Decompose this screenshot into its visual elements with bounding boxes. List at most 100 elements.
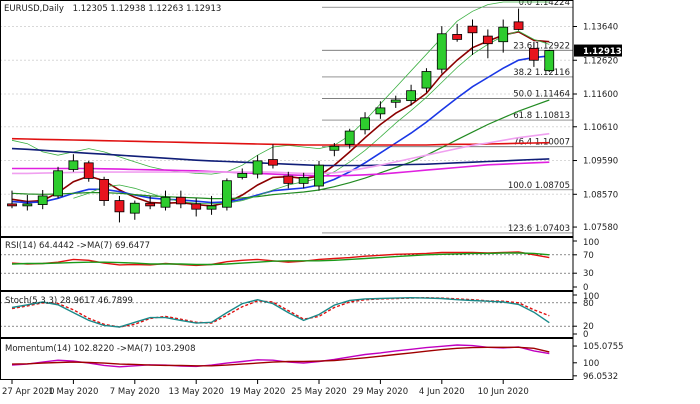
- y-tick-label: 70: [583, 251, 594, 261]
- candle-body: [482, 35, 493, 45]
- candle-body: [390, 99, 401, 103]
- bull-candle: [37, 189, 48, 210]
- last-price-marker: [574, 44, 622, 57]
- candle-body: [129, 202, 140, 214]
- candle-body: [314, 164, 324, 187]
- candle-body: [99, 178, 109, 201]
- y-tick-label: 100: [583, 292, 599, 302]
- candle-body: [529, 47, 539, 61]
- bear-candle: [175, 190, 186, 209]
- y-tick-label: 1.07580: [583, 223, 618, 233]
- fib-level-label: 0.0 1.14224: [519, 0, 570, 8]
- bull-candle: [221, 178, 232, 211]
- bear-candle: [191, 198, 202, 217]
- fib-level-label: 123.6 1.07403: [508, 224, 570, 234]
- y-tick-label: 1.08570: [583, 190, 618, 200]
- x-tick-label: 29 May 2020: [353, 387, 408, 397]
- candle-body: [160, 196, 171, 208]
- y-tick-label: 1.11600: [583, 90, 618, 100]
- rsi-title: RSI(14) 64.4442 ->MA(7) 69.6477: [5, 241, 150, 251]
- candle-body: [145, 202, 156, 207]
- candle-body: [114, 200, 125, 213]
- fib-level-label: 100.0 1.08705: [508, 181, 570, 191]
- moving-average-line: [73, 30, 550, 205]
- moving-average-line: [11, 1, 550, 175]
- fib-level-label: 61.8 1.10813: [513, 111, 570, 121]
- bull-candle: [390, 95, 401, 108]
- bull-candle: [160, 190, 171, 211]
- x-tick-label: 1 May 2020: [48, 387, 98, 397]
- bull-candle: [237, 168, 248, 180]
- bear-candle: [452, 23, 463, 42]
- candle-body: [498, 26, 509, 43]
- candle-body: [206, 205, 217, 210]
- candle-body: [283, 175, 294, 184]
- candle-body: [298, 177, 309, 184]
- pane-frame: [0, 0, 574, 237]
- candle-body: [7, 203, 17, 207]
- candle-body: [436, 33, 447, 70]
- bear-candle: [83, 160, 94, 182]
- candle-body: [53, 170, 63, 197]
- x-tick-label: 4 Jun 2020: [419, 387, 465, 397]
- x-tick-label: 19 May 2020: [230, 387, 285, 397]
- indicator-line: [11, 296, 550, 328]
- bear-candle: [513, 8, 524, 31]
- fib-level-label: 50.0 1.11464: [513, 90, 570, 100]
- bear-candle: [99, 176, 109, 206]
- indicator-line: [11, 252, 550, 266]
- bull-candle: [498, 19, 509, 53]
- bear-candle: [482, 29, 493, 59]
- moving-average-line: [11, 55, 550, 204]
- y-tick-label: 1.12620: [583, 56, 618, 66]
- x-tick-label: 13 May 2020: [168, 387, 223, 397]
- candle-body: [191, 203, 202, 210]
- indicator-line: [11, 346, 550, 367]
- y-tick-label: 80: [583, 299, 594, 309]
- y-tick-label: 105.0755: [583, 342, 624, 352]
- y-tick-label: 100: [583, 238, 599, 248]
- bull-candle: [406, 84, 417, 106]
- candle-body: [268, 159, 278, 166]
- bull-candle: [298, 172, 309, 189]
- candle-body: [252, 160, 263, 175]
- ohlc-label: 1.12305 1.12938 1.12263 1.12913: [73, 4, 222, 14]
- indicator-line: [11, 296, 550, 328]
- x-tick-label: 27 Apr 2020: [2, 387, 55, 397]
- candle-body: [329, 145, 340, 151]
- bull-candle: [360, 112, 370, 135]
- bear-candle: [114, 195, 125, 223]
- candle-body: [452, 34, 463, 40]
- y-tick-label: 96.0532: [583, 372, 618, 382]
- y-tick-label: 1.13640: [583, 22, 618, 32]
- candle-body: [83, 162, 94, 179]
- y-tick-label: 1.09590: [583, 157, 618, 167]
- bull-candle: [53, 166, 63, 199]
- bear-candle: [467, 19, 478, 55]
- candle-body: [37, 195, 48, 205]
- candle-body: [513, 21, 524, 30]
- candle-body: [375, 107, 386, 115]
- candle-body: [221, 180, 232, 208]
- y-tick-label: 1.10610: [583, 123, 618, 133]
- chart-header: EURUSD,Daily 1.12305 1.12938 1.12263 1.1…: [4, 4, 221, 14]
- candle-body: [544, 50, 555, 72]
- bull-candle: [314, 160, 324, 191]
- fib-level-label: 23.6 1.12922: [513, 41, 570, 51]
- bull-candle: [436, 26, 447, 74]
- pane-frame: [0, 291, 574, 338]
- bull-candle: [206, 195, 217, 215]
- candle-body: [22, 203, 33, 207]
- bull-candle: [129, 200, 140, 220]
- bear-candle: [529, 41, 539, 67]
- symbol-label: EURUSD,Daily: [4, 4, 64, 14]
- moving-average-line: [11, 137, 550, 146]
- bull-candle: [329, 142, 340, 157]
- bull-candle: [344, 128, 355, 149]
- y-tick-label: 0: [583, 283, 588, 293]
- bear-candle: [7, 190, 17, 209]
- candle-body: [175, 196, 186, 205]
- fib-level-label: 38.2 1.12116: [513, 68, 570, 78]
- x-tick-label: 25 May 2020: [291, 387, 346, 397]
